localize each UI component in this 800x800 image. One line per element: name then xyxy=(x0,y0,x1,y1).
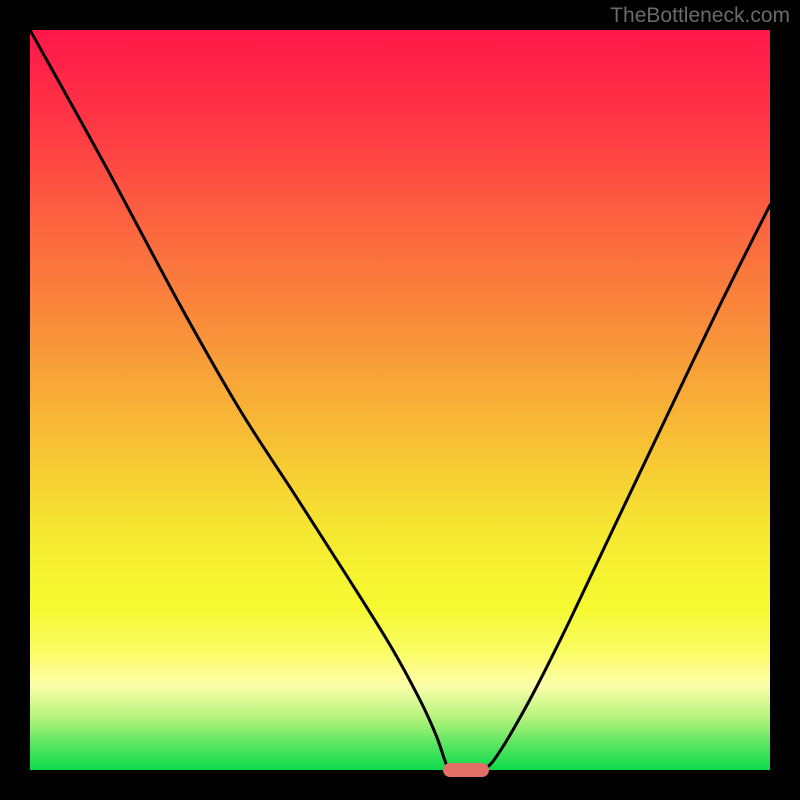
plot-area xyxy=(30,30,770,770)
bottleneck-curve xyxy=(30,30,770,770)
optimal-marker xyxy=(443,763,489,777)
chart-container: TheBottleneck.com xyxy=(0,0,800,800)
watermark-text: TheBottleneck.com xyxy=(610,4,790,28)
